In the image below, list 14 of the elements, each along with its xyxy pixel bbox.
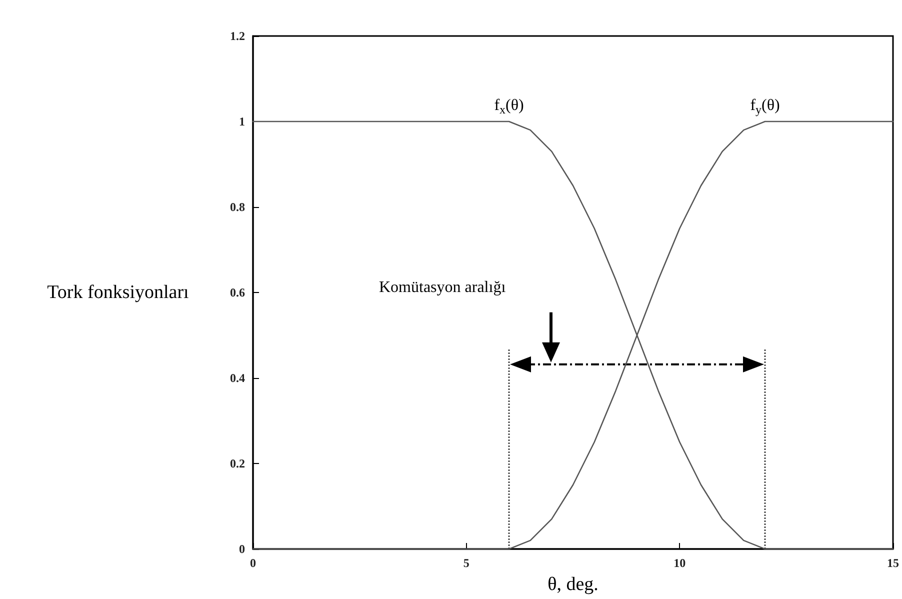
y-tick-label: 0 xyxy=(239,542,245,556)
y-tick-label: 1.2 xyxy=(230,29,245,43)
y-tick-label: 1 xyxy=(239,114,245,128)
x-axis-title: θ, deg. xyxy=(548,574,598,595)
x-tick-label: 10 xyxy=(674,556,686,570)
y-tick-label: 0.4 xyxy=(230,371,245,385)
x-tick-label: 0 xyxy=(250,556,256,570)
y-tick-label: 0.8 xyxy=(230,200,245,214)
y-tick-label: 0.6 xyxy=(230,286,245,300)
y-axis-title: Tork fonksiyonları xyxy=(47,282,189,303)
x-tick-label: 5 xyxy=(463,556,470,570)
annotation: Komütasyon aralığı xyxy=(379,278,506,296)
y-tick-label: 0.2 xyxy=(230,456,245,470)
x-tick-label: 15 xyxy=(887,556,899,570)
